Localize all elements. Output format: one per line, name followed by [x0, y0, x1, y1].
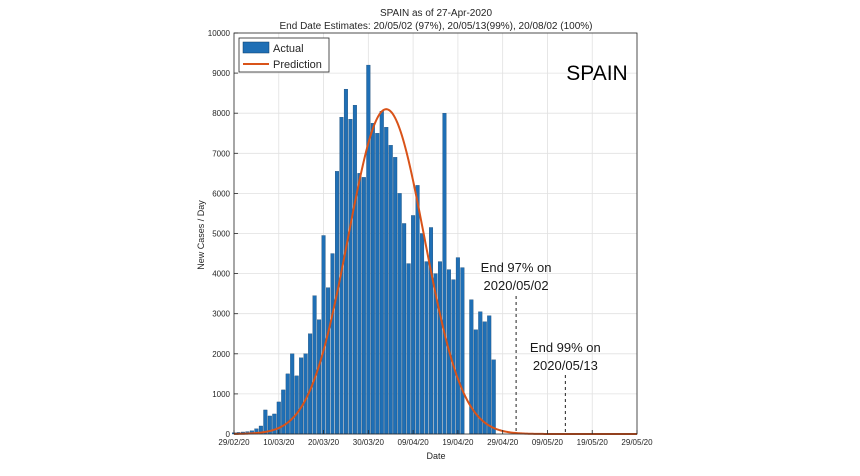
legend-label-actual: Actual [273, 43, 304, 55]
x-tick-label: 29/02/20 [218, 438, 250, 447]
x-tick-label: 20/03/20 [308, 438, 340, 447]
y-tick-label: 8000 [212, 109, 230, 118]
x-tick-label: 10/03/20 [263, 438, 295, 447]
end-date-label: End 99% on [530, 340, 601, 355]
y-tick-label: 7000 [212, 149, 230, 158]
bar [299, 357, 304, 435]
bar [384, 127, 389, 435]
y-tick-label: 1000 [212, 390, 230, 399]
bar [348, 119, 353, 435]
bar [397, 193, 402, 435]
end-date-label: 2020/05/13 [533, 358, 598, 373]
bar [469, 299, 474, 435]
bar [263, 409, 268, 435]
x-tick-label: 19/05/20 [577, 438, 609, 447]
bar [491, 359, 496, 435]
y-tick-label: 3000 [212, 310, 230, 319]
bar [437, 261, 442, 435]
bar [326, 287, 331, 435]
bar [402, 223, 407, 435]
x-tick-label: 09/05/20 [532, 438, 564, 447]
bar [361, 177, 366, 435]
bar [473, 329, 478, 435]
x-tick-label: 29/04/20 [487, 438, 519, 447]
end-date-label: End 97% on [481, 260, 552, 275]
x-tick-label: 30/03/20 [353, 438, 385, 447]
legend-swatch-actual [242, 41, 270, 54]
bar [379, 111, 384, 435]
bar [366, 64, 371, 435]
y-tick-label: 10000 [208, 29, 231, 38]
chart-subtitle: End Date Estimates: 20/05/02 (97%), 20/0… [280, 21, 593, 32]
bar [357, 173, 362, 435]
y-tick-label: 2000 [212, 350, 230, 359]
bar [478, 311, 483, 435]
bar [411, 215, 416, 435]
bar [487, 315, 492, 435]
bar [294, 375, 299, 435]
y-tick-label: 4000 [212, 270, 230, 279]
annotation-layer: End 97% on 2020/05/02 End 99% on 2020/05/13… [481, 62, 628, 434]
bar [317, 319, 322, 435]
x-tick-label: 19/04/20 [442, 438, 474, 447]
y-tick-label: 6000 [212, 189, 230, 198]
bar [429, 227, 434, 435]
bar [375, 133, 380, 435]
x-axis-label: Date [426, 451, 445, 461]
bar [290, 353, 295, 435]
bar [406, 263, 411, 435]
chart-title: SPAIN as of 27-Apr-2020 [380, 8, 493, 19]
bar [308, 333, 313, 435]
bar [482, 321, 487, 435]
bar [393, 157, 398, 435]
y-axis-label: New Cases / Day [196, 200, 206, 270]
x-tick-label: 29/05/20 [621, 438, 653, 447]
bar [285, 373, 290, 435]
end-date-label: 2020/05/02 [484, 278, 549, 293]
bar [420, 233, 425, 435]
bar [343, 88, 348, 435]
legend-label-prediction: Prediction [273, 59, 322, 71]
bar [303, 353, 308, 435]
bar [442, 113, 447, 435]
country-label: SPAIN [566, 62, 627, 85]
bar [330, 253, 335, 435]
bar [388, 145, 393, 435]
y-tick-label: 0 [226, 430, 231, 439]
bar [352, 105, 357, 435]
bar [312, 295, 317, 435]
bar [451, 279, 456, 435]
axis-layer: 0 1000 2000 3000 4000 5000 6000 7000 8000 9000 100… [208, 29, 653, 447]
bar [370, 123, 375, 435]
y-tick-label: 9000 [212, 69, 230, 78]
bar [455, 257, 460, 435]
bar [424, 261, 429, 435]
bar [415, 185, 420, 435]
y-tick-label: 5000 [212, 230, 230, 239]
bar [460, 267, 465, 435]
x-tick-label: 09/04/20 [398, 438, 430, 447]
bar [321, 235, 326, 435]
legend: Actual Prediction [238, 37, 330, 73]
